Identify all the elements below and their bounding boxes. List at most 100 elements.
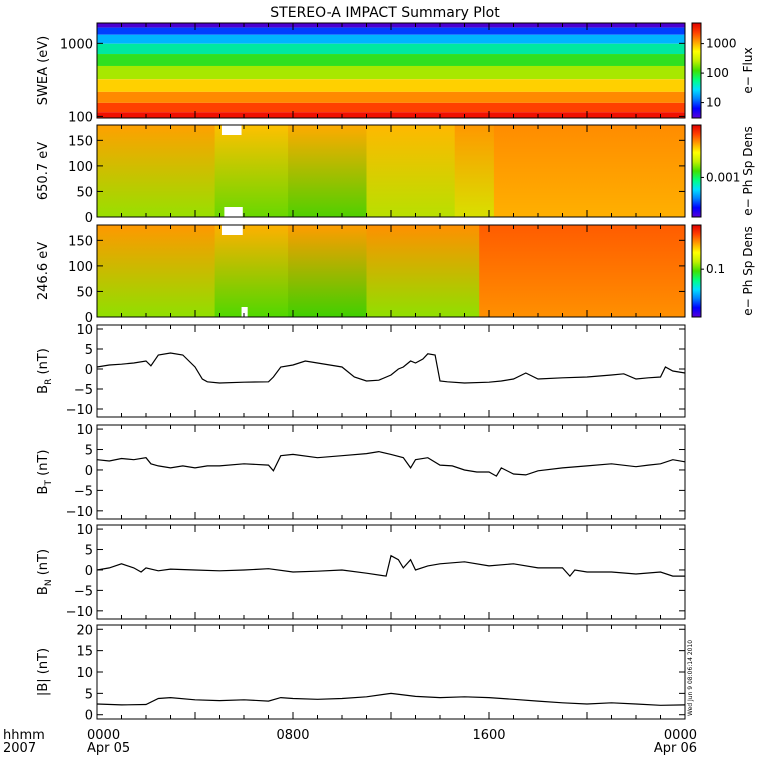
- y-tick-label: 150: [68, 234, 93, 249]
- colorbar-gradient: [691, 124, 702, 218]
- energy-band: [97, 54, 685, 66]
- y-axis-label-unit: (nT): [36, 549, 51, 579]
- y-tick-label: −5: [74, 584, 93, 599]
- panel-bmag: 0 5 10 15 20 |B| (nT): [36, 623, 686, 724]
- colorbar-label: e− Ph Sp Dens: [741, 226, 755, 315]
- pitch-angle-segment: [288, 225, 367, 317]
- y-axis-label: 246.6 eV: [36, 242, 51, 300]
- y-axis-label-sub: R: [44, 379, 54, 385]
- panel-bn: −10 −5 0 5 10 BN (nT): [36, 523, 686, 620]
- time-axis-label-top: hhmm: [3, 728, 45, 743]
- y-axis-label-main: B: [36, 385, 51, 394]
- date-tick-label: Apr 05: [87, 741, 130, 756]
- colorbar-tick-label: 1000: [706, 37, 737, 51]
- colorbar-tick-label: 100: [706, 66, 729, 80]
- panel-br: −10 −5 0 5 10 BR (nT): [36, 323, 686, 418]
- y-tick-label: −10: [66, 403, 93, 418]
- y-axis-label: |B| (nT): [36, 648, 51, 696]
- energy-band: [97, 79, 685, 92]
- energy-band: [97, 43, 685, 55]
- y-tick-label: 1000: [60, 37, 93, 52]
- colorbar-gradient: [691, 22, 702, 119]
- y-tick-label: 5: [85, 544, 93, 559]
- colorbar-label: e− Ph Sp Dens: [741, 126, 755, 215]
- y-tick-label: −5: [74, 383, 93, 398]
- y-tick-label: 0: [85, 464, 93, 479]
- colorbar-pad-246-eV: 0.1 e− Ph Sp Dens: [691, 224, 755, 318]
- panel-pad-650-eV: 0 50 100 150 650.7 eV: [36, 124, 686, 226]
- y-axis-label: BN (nT): [36, 549, 54, 595]
- pitch-angle-segment: [493, 125, 686, 217]
- trace-bmag: [96, 692, 686, 706]
- panel-background: [97, 425, 685, 519]
- y-axis-label-unit: (nT): [36, 450, 51, 480]
- y-tick-label: 100: [68, 110, 93, 125]
- pitch-angle-segment: [479, 225, 686, 317]
- colorbar-swea-spectrogram: 10 100 1000 e− Flux: [691, 22, 755, 119]
- colorbar-gradient: [691, 224, 702, 318]
- y-axis-label-main: B: [36, 486, 51, 495]
- colorbar-label: e− Flux: [741, 47, 755, 93]
- y-tick-label: 0: [85, 311, 93, 326]
- y-tick-label: 10: [76, 323, 93, 338]
- date-tick-label: Apr 06: [654, 741, 697, 756]
- data-gap: [224, 207, 243, 217]
- y-tick-label: 0: [85, 363, 93, 378]
- y-tick-label: 5: [85, 687, 93, 702]
- colorbar-tick-label: 0.1: [706, 262, 725, 276]
- pitch-angle-segment: [366, 225, 480, 317]
- energy-band: [97, 65, 685, 80]
- panel-swea-spectrogram: 100 1000 SWEA (eV): [36, 22, 686, 125]
- y-tick-label: −10: [66, 505, 93, 520]
- y-axis-label-sub: N: [44, 579, 54, 586]
- colorbar-tick-label: 0.001: [706, 170, 740, 184]
- trace-bn: [96, 554, 685, 578]
- panel-pad-246-eV: 0 50 100 150 246.6 eV: [36, 224, 686, 326]
- data-gap: [221, 125, 242, 135]
- plot-title: STEREO-A IMPACT Summary Plot: [270, 5, 500, 21]
- time-tick-label: 1600: [472, 728, 505, 743]
- y-tick-label: 50: [76, 285, 93, 300]
- y-axis-label-main: |B| (nT): [36, 648, 51, 696]
- y-axis-label: BR (nT): [36, 348, 54, 394]
- trace-br: [96, 352, 686, 384]
- y-axis-label-sub: T: [44, 480, 54, 487]
- pitch-angle-segment: [97, 125, 216, 217]
- y-tick-label: 0: [85, 709, 93, 724]
- y-axis-label: 650.7 eV: [36, 142, 51, 200]
- y-tick-label: 100: [68, 160, 93, 175]
- y-tick-label: 0: [85, 211, 93, 226]
- energy-band: [97, 27, 685, 35]
- y-tick-label: 150: [68, 134, 93, 149]
- y-tick-label: 10: [76, 523, 93, 538]
- data-gap: [221, 225, 243, 235]
- y-axis-label: BT (nT): [36, 450, 54, 495]
- y-axis-label-main: B: [36, 586, 51, 595]
- panel-background: [97, 625, 685, 719]
- generation-timestamp: Wed Jun 9 08:06:14 2010: [687, 640, 694, 716]
- time-tick-label: 0800: [276, 728, 309, 743]
- pitch-angle-segment: [97, 225, 216, 317]
- panel-background: [97, 325, 685, 417]
- y-tick-label: 5: [85, 444, 93, 459]
- y-tick-label: 10: [76, 423, 93, 438]
- time-tick-label: 0000: [664, 728, 697, 743]
- y-tick-label: 0: [85, 564, 93, 579]
- time-tick-label: 0000: [87, 728, 120, 743]
- energy-band: [97, 102, 685, 113]
- time-axis-label-year: 2007: [3, 741, 36, 756]
- colorbar-tick-label: 10: [706, 96, 721, 110]
- y-axis-label-unit: (nT): [36, 348, 51, 378]
- y-tick-label: −5: [74, 484, 93, 499]
- pitch-angle-segment: [366, 125, 456, 217]
- y-tick-label: 20: [76, 623, 93, 638]
- pitch-angle-segment: [214, 225, 289, 317]
- energy-band: [97, 34, 685, 44]
- data-gap: [241, 307, 248, 317]
- pitch-angle-segment: [288, 125, 367, 217]
- y-tick-label: 15: [76, 645, 93, 660]
- energy-band: [97, 91, 685, 103]
